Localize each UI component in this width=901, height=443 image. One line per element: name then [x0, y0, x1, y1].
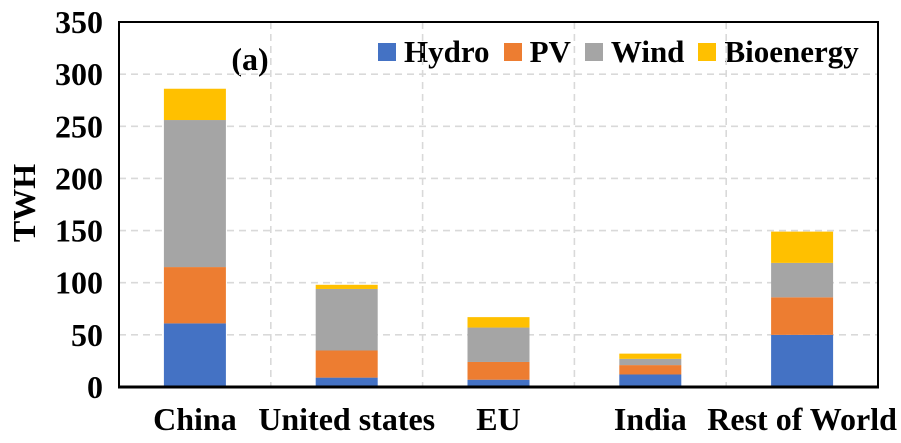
bar-segment-hydro-1: [315, 377, 378, 387]
y-tick-label: 100: [55, 265, 103, 301]
legend: Hydro PV Wind Bioenergy: [378, 35, 859, 69]
x-category-label: United states: [258, 401, 435, 437]
bar-segment-hydro-0: [163, 323, 226, 387]
x-category-label: India: [614, 401, 687, 437]
bar-segment-pv-3: [619, 365, 682, 375]
bar-segment-bioenergy-3: [619, 353, 682, 359]
legend-swatch-pv: [503, 43, 522, 61]
legend-swatch-hydro: [378, 43, 396, 61]
legend-swatch-bioenergy: [698, 43, 717, 61]
bar-segment-bioenergy-4: [771, 231, 834, 263]
bar-segment-bioenergy-2: [467, 317, 530, 328]
legend-label-bioenergy: Bioenergy: [724, 34, 859, 69]
x-category-label: China: [153, 401, 237, 437]
bar-segment-wind-3: [619, 358, 682, 366]
y-tick-label: 50: [71, 317, 103, 353]
legend-label-wind: Wind: [610, 34, 685, 69]
y-tick-label: 0: [87, 369, 103, 405]
legend-swatch-wind: [584, 43, 603, 61]
legend-item-bioenergy: Bioenergy: [698, 34, 859, 69]
bar-segment-hydro-3: [619, 374, 682, 387]
x-category-label: EU: [476, 401, 520, 437]
panel-label: (a): [231, 41, 269, 77]
bar-segment-wind-4: [771, 262, 834, 298]
y-tick-label: 350: [55, 4, 103, 40]
bar-segment-wind-1: [315, 288, 378, 351]
bar-segment-bioenergy-0: [163, 88, 226, 121]
bar-segment-wind-2: [467, 327, 530, 362]
bar-segment-bioenergy-1: [315, 284, 378, 289]
bar-segment-pv-2: [467, 361, 530, 380]
bar-segment-pv-4: [771, 297, 834, 335]
bar-segment-pv-1: [315, 350, 378, 378]
y-tick-label: 250: [55, 108, 103, 144]
bar-segment-hydro-4: [771, 334, 834, 387]
legend-label-hydro: Hydro: [404, 34, 490, 69]
legend-item-hydro: Hydro: [378, 35, 490, 69]
legend-label-pv: PV: [529, 34, 571, 69]
legend-item-pv: PV: [503, 34, 571, 69]
y-tick-label: 150: [55, 213, 103, 249]
y-tick-label: 200: [55, 160, 103, 196]
legend-item-wind: Wind: [584, 34, 685, 69]
bar-segment-hydro-2: [467, 379, 530, 387]
y-tick-label: 300: [55, 56, 103, 92]
x-category-label: Rest of World: [707, 401, 897, 437]
bar-segment-wind-0: [163, 120, 226, 268]
bar-segment-pv-0: [163, 267, 226, 324]
